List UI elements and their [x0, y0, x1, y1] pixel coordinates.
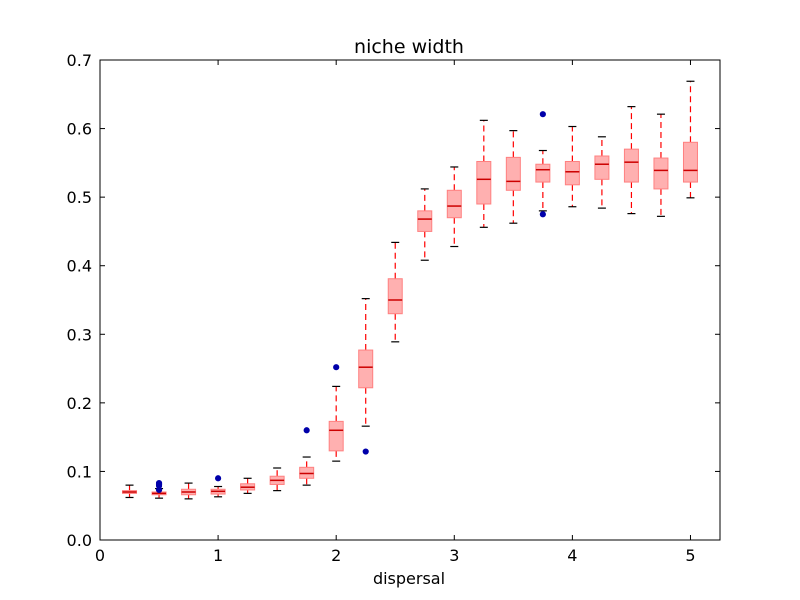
box-group — [299, 427, 315, 486]
box-group — [505, 130, 521, 224]
box-group — [623, 106, 639, 215]
y-tick-label: 0.3 — [67, 325, 92, 344]
outlier-point — [333, 364, 340, 371]
box-group — [210, 475, 226, 498]
box-group — [682, 80, 698, 199]
y-tick-label: 0.2 — [67, 394, 92, 413]
box-iqr — [564, 160, 580, 186]
x-tick-label: 4 — [567, 546, 577, 565]
box-iqr — [682, 141, 698, 183]
outlier-point — [155, 479, 163, 487]
y-tick-label: 0.7 — [67, 51, 92, 70]
x-axis-label: dispersal — [373, 569, 445, 588]
outlier-point — [214, 475, 222, 482]
y-tick-label: 0.5 — [67, 188, 92, 207]
box-group — [387, 241, 403, 343]
box-group — [240, 477, 256, 494]
box-iqr — [653, 157, 669, 190]
outlier-point — [303, 427, 310, 434]
plot-frame — [99, 59, 721, 541]
box-group — [417, 188, 433, 261]
box-iqr — [358, 349, 374, 389]
y-tick-label: 0.0 — [67, 531, 92, 550]
box-iqr — [328, 420, 344, 452]
x-tick-label: 5 — [685, 546, 695, 565]
x-tick-label: 3 — [449, 546, 459, 565]
x-tick-label: 0 — [95, 546, 105, 565]
box-group — [653, 113, 669, 217]
outlier-point — [362, 448, 369, 455]
box-iqr — [476, 160, 492, 205]
chart-title: niche width — [354, 36, 464, 58]
x-tick-label: 1 — [213, 546, 223, 565]
box-group — [446, 166, 462, 248]
box-iqr — [535, 163, 551, 183]
outlier-point — [539, 111, 546, 118]
box-group — [328, 364, 344, 462]
box-group — [535, 111, 551, 218]
box-iqr — [387, 278, 403, 315]
axis-ticks: 0 1 2 3 4 5 0.0 0.1 0.2 0.3 0.4 0.5 0.6 0.7 — [67, 51, 720, 565]
box-iqr — [505, 156, 521, 191]
box-iqr — [594, 155, 610, 180]
outlier-point — [155, 486, 163, 494]
plot-area — [122, 80, 698, 500]
x-tick-label: 2 — [331, 546, 341, 565]
y-tick-label: 0.6 — [67, 120, 92, 139]
y-tick-label: 0.4 — [67, 257, 92, 276]
box-group — [476, 119, 492, 228]
box-group — [181, 482, 197, 500]
box-group — [358, 298, 374, 455]
box-group — [122, 484, 138, 499]
box-iqr — [446, 189, 462, 219]
y-tick-label: 0.1 — [67, 462, 92, 481]
outlier-point — [539, 211, 546, 218]
box-group — [594, 136, 610, 209]
box-group — [269, 467, 285, 492]
box-group — [564, 125, 580, 208]
box-iqr — [623, 148, 639, 183]
box-iqr — [417, 210, 433, 232]
box-group — [151, 479, 167, 499]
